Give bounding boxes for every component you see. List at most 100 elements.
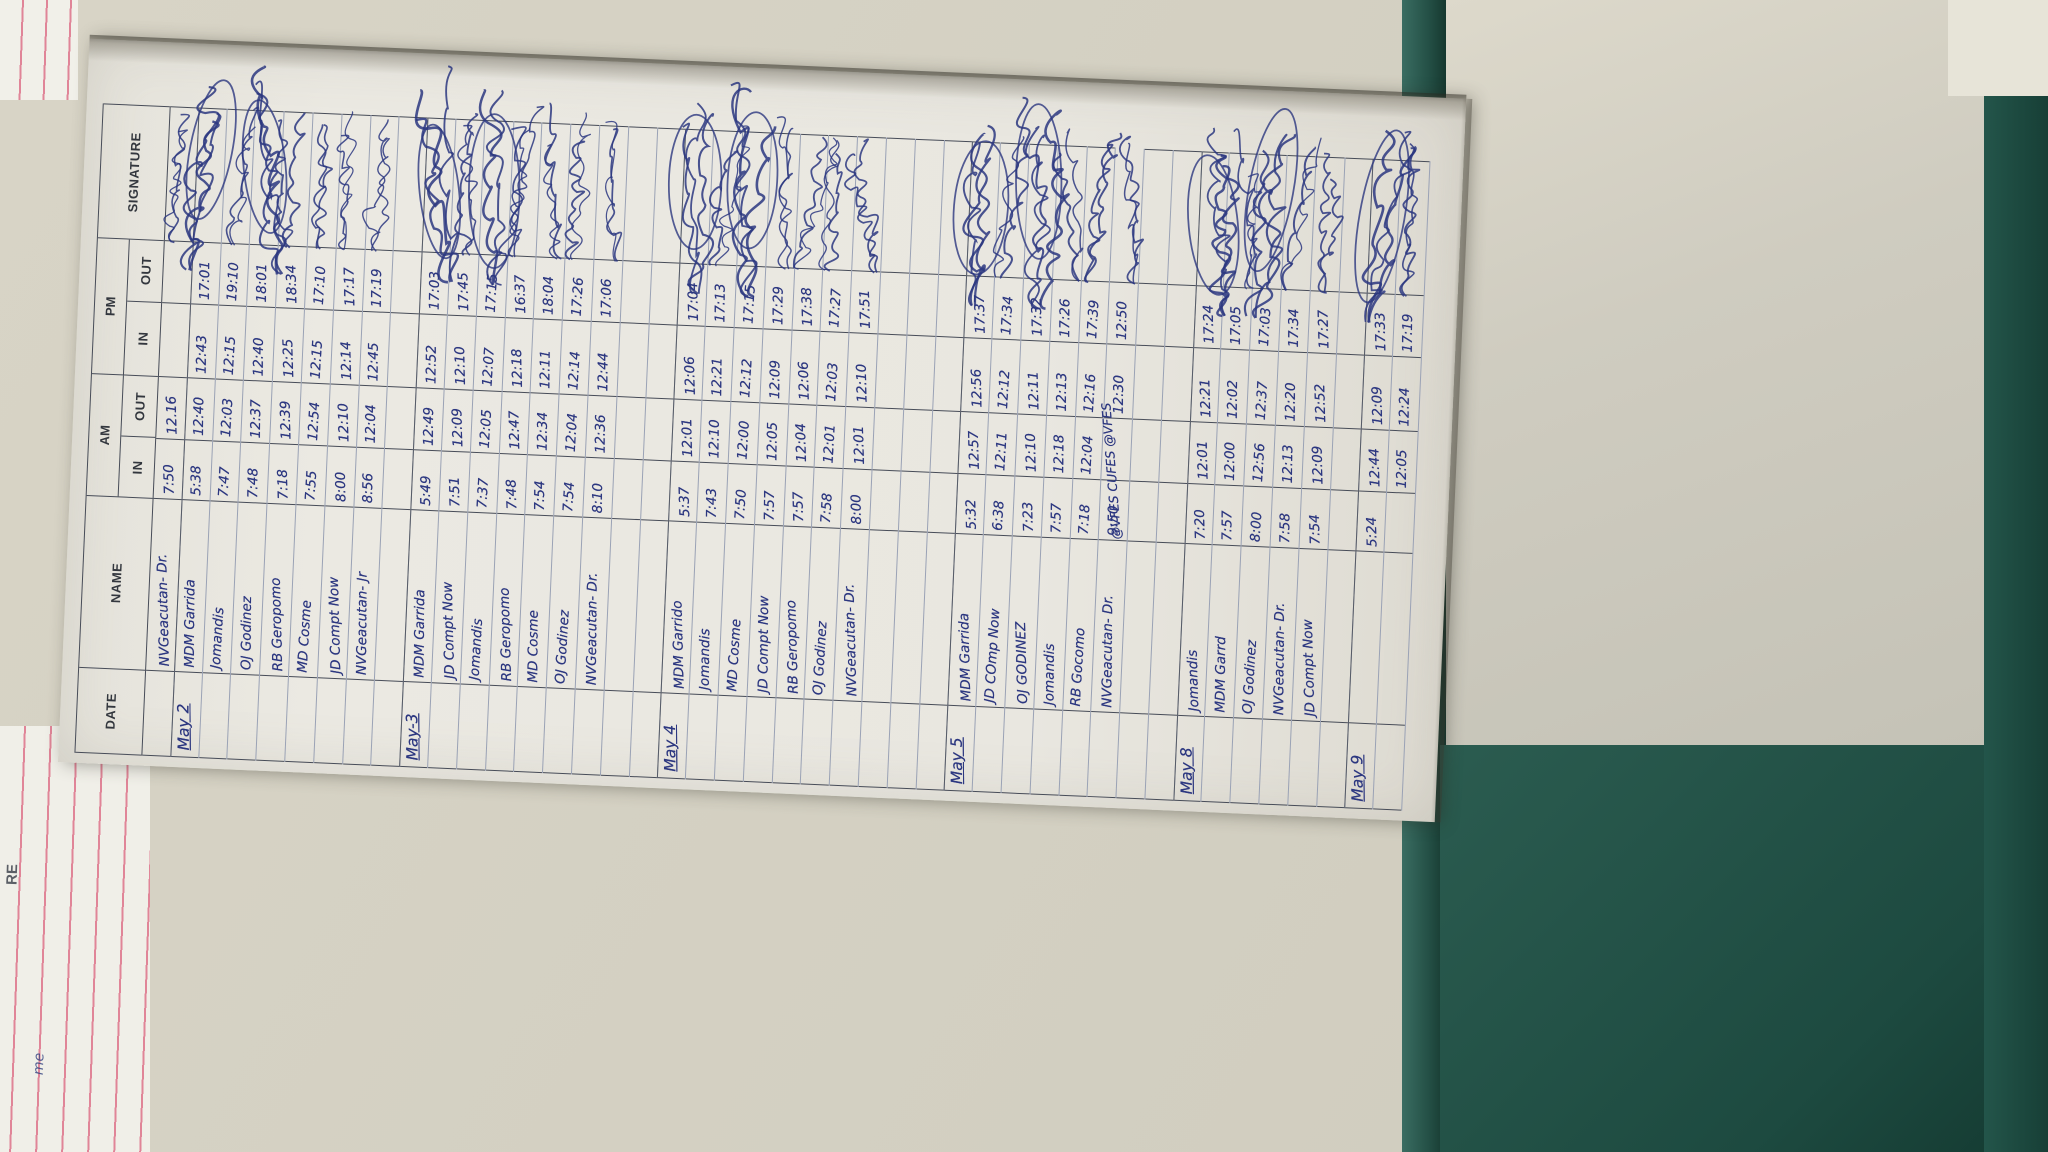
table-row: NVGeacutan- Dr. 9:50 12:30 12:50 @VFES CUFES… xyxy=(1087,135,1145,799)
cell-signature xyxy=(1081,132,1122,284)
cell-am-out: 12:01 xyxy=(843,407,875,471)
table-row: Jomandis 7:43 12:10 12:21 17:13 xyxy=(685,125,751,781)
handwritten-am-out: 12:04 xyxy=(562,412,582,453)
cell-signature xyxy=(361,115,399,252)
cell-am-out: 12:34 xyxy=(528,393,559,457)
handwritten-am-out: 12:57 xyxy=(965,430,983,470)
cell-pm-in xyxy=(1133,345,1165,421)
cell-pm-out: 17:06 xyxy=(591,259,623,324)
handwritten-pm-in: 12:21 xyxy=(709,357,726,397)
cell-date: May 5 xyxy=(944,705,976,792)
table-row: NVGeacutan- Dr. 8:10 12:36 12:44 17:06 xyxy=(571,120,630,776)
date-label: May 4 xyxy=(661,724,680,772)
cell-am-in xyxy=(869,470,901,532)
table-row: May 9 5:24 12:44 12:09 17:33 xyxy=(1344,129,1418,810)
cell-am-out: 12:10 xyxy=(1015,414,1046,478)
signature-scribble xyxy=(952,124,1010,307)
cell-pm-in: 12:56 xyxy=(961,338,992,414)
cell-am-out: 12:01 xyxy=(814,405,846,469)
cell-am-in: 7:55 xyxy=(296,445,327,507)
cell-signature xyxy=(450,112,485,256)
cell-date xyxy=(371,680,403,767)
handwritten-pm-in: 12:52 xyxy=(1311,383,1329,423)
behind-page-handwriting-fragment: me xyxy=(30,1052,48,1076)
handwritten-pm-out: 17:26 xyxy=(568,276,588,317)
cell-date xyxy=(714,695,747,782)
date-label: May 9 xyxy=(1348,754,1368,802)
handwritten-name: MDM Garrido xyxy=(669,600,688,690)
cell-am-out: 12.16 xyxy=(156,377,187,441)
cell-am-out: 12:54 xyxy=(299,383,330,447)
signature-scribble xyxy=(1052,128,1083,282)
cell-date xyxy=(1058,710,1091,797)
cell-signature xyxy=(307,112,342,250)
table-row: Jomandis 7:57 12:18 12:13 17:26 xyxy=(1030,128,1088,796)
cell-signature xyxy=(274,111,313,249)
cell-signature xyxy=(1280,137,1322,292)
signature-scribble xyxy=(415,65,462,284)
handwritten-am-out: 12:44 xyxy=(1366,447,1384,488)
handwritten-am-out: 12:05 xyxy=(1393,449,1411,489)
cell-signature xyxy=(467,89,527,286)
handwritten-am-out: 12:37 xyxy=(248,399,265,439)
handwritten-am-out: 12:05 xyxy=(476,408,495,449)
cell-date xyxy=(456,684,489,771)
handwritten-name: RB Geropomo xyxy=(783,599,803,695)
handwritten-am-out: 12:10 xyxy=(1022,432,1040,473)
table-row: OJ Godinez 8:00 12:56 12:37 17:03 xyxy=(1230,108,1299,805)
cell-am-in: 8:10 xyxy=(583,457,614,519)
signature-scribble xyxy=(726,81,779,298)
cell-pm-in xyxy=(903,335,935,411)
table-row: RB Geropomo 7:48 12:47 12:18 16:37 xyxy=(485,105,544,772)
cell-pm-in: 12:10 xyxy=(846,333,878,409)
wall-background xyxy=(1440,0,2000,760)
cell-am-in: 7:37 xyxy=(468,452,499,514)
cell-pm-in: 12:25 xyxy=(272,308,304,384)
cell-pm-out: 17:38 xyxy=(792,268,823,332)
handwritten-name: NVGeacutan- Dr. xyxy=(1099,594,1117,708)
handwritten-name: NVGeacutan- Dr. xyxy=(154,553,173,667)
table-row: JD Compt Now 7:54 12:09 12:52 17:27 xyxy=(1288,152,1346,807)
cell-am-out: 12:10 xyxy=(699,400,731,464)
cell-am-out: 12:56 xyxy=(1244,424,1275,488)
pink-ruled-page-behind: RE me xyxy=(0,726,150,1152)
signature-scribble xyxy=(708,125,751,267)
handwritten-pm-in: 12:12 xyxy=(737,358,756,399)
header-am: AM xyxy=(86,374,124,497)
background-corner xyxy=(1948,0,2048,96)
handwritten-name: JD Compt Now xyxy=(439,581,459,680)
cell-date xyxy=(629,692,661,779)
cell-am-out xyxy=(385,387,416,451)
handwritten-pm-in: 12:45 xyxy=(365,342,383,382)
cell-pm-out xyxy=(878,272,909,336)
handwritten-pm-in: 12:10 xyxy=(853,363,871,403)
cell-pm-out: 17:19 xyxy=(362,249,393,314)
cell-am-out: 12:47 xyxy=(499,392,530,456)
table-row: OJ Godinez 7:58 12:01 12:03 17:27 xyxy=(801,135,859,786)
handwritten-am-in: 7:58 xyxy=(1277,512,1294,544)
signature-scribble xyxy=(543,102,563,260)
cell-date xyxy=(1145,714,1177,801)
handwritten-pm-in: 12:11 xyxy=(537,349,554,389)
handwritten-pm-out: 17:17 xyxy=(341,267,359,307)
cell-am-in: 8:00 xyxy=(1241,486,1273,548)
table-row: RB Geropomo 7:57 12:04 12:06 17:38 xyxy=(772,133,837,785)
handwritten-pm-in: 12:02 xyxy=(1225,379,1242,419)
cell-date: May 2 xyxy=(171,672,202,759)
handwritten-pm-in: 12:14 xyxy=(565,350,584,391)
handwritten-pm-in: 12:07 xyxy=(479,347,498,387)
cell-am-in: 7:18 xyxy=(1070,478,1101,541)
cell-am-out xyxy=(929,410,961,474)
cell-am-out: 12:09 xyxy=(441,389,473,453)
cell-pm-out: 17:39 xyxy=(1078,281,1110,345)
cell-pm-out xyxy=(620,261,651,325)
cell-am-in: 6:38 xyxy=(983,475,1015,537)
cell-pm-in: 12:20 xyxy=(1275,351,1307,428)
cell-am-in: 5:49 xyxy=(411,450,441,512)
handwritten-pm-out: 17:34 xyxy=(1285,308,1303,348)
table-row: NVGeacutan- Dr. 7:50 12.16 xyxy=(142,106,200,757)
handwritten-am-in: 7:48 xyxy=(245,467,262,499)
cell-date xyxy=(1230,718,1263,805)
cell-am-in: 7:58 xyxy=(1270,487,1301,549)
cell-pm-in: 12:52 xyxy=(1304,353,1336,429)
